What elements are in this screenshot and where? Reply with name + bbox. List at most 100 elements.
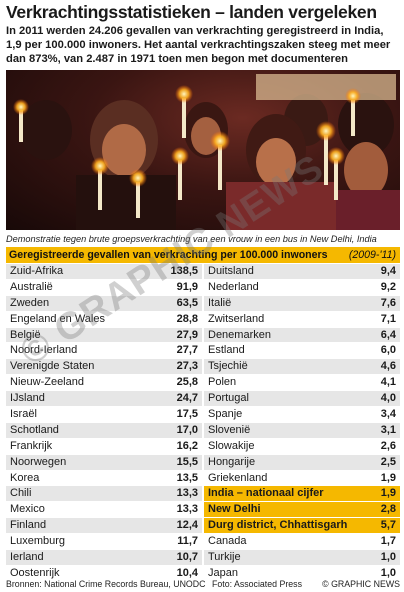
country-name: Mexico (10, 503, 45, 516)
table-row: New Delhi 2,8 (204, 502, 400, 519)
table-row: Schotland 17,0 (6, 422, 202, 439)
country-name: Noorwegen (10, 455, 67, 468)
rate-value: 1,0 (380, 566, 396, 579)
country-name: Polen (208, 376, 237, 389)
country-name: België (10, 328, 41, 341)
rate-value: 2,6 (380, 439, 396, 452)
table-row: Japan 1,0 (204, 566, 400, 582)
country-name: Portugal (208, 392, 249, 405)
table-row: Portugal 4,0 (204, 391, 400, 408)
photo-caption: Demonstratie tegen brute groepsverkracht… (6, 234, 377, 244)
country-name: Frankrijk (10, 439, 53, 452)
rate-value: 7,1 (380, 312, 396, 325)
rate-value: 17,0 (176, 423, 198, 436)
rate-value: 16,2 (176, 439, 198, 452)
rate-value: 2,8 (380, 503, 396, 516)
country-name: Engeland en Wales (10, 312, 105, 325)
rate-value: 2,5 (380, 455, 396, 468)
table-row: Hongarije 2,5 (204, 454, 400, 471)
rate-value: 27,7 (176, 344, 198, 357)
table-row: Slovenië 3,1 (204, 422, 400, 439)
table-row: Zuid-Afrika 138,5 (6, 264, 202, 280)
rate-value: 15,5 (176, 455, 198, 468)
rate-value: 27,3 (176, 360, 198, 373)
rate-value: 3,1 (380, 423, 396, 436)
candle-vigil-illustration (13, 74, 400, 230)
table-row: Noorwegen 15,5 (6, 454, 202, 471)
rate-value: 1,9 (380, 471, 396, 484)
country-name: Oostenrijk (10, 566, 60, 579)
country-name: Luxemburg (10, 535, 66, 548)
country-name: Slovenië (208, 423, 251, 436)
table-row: Frankrijk 16,2 (6, 439, 202, 455)
rate-value: 10,7 (176, 551, 198, 564)
table-row: Spanje 3,4 (204, 407, 400, 423)
country-name: IJsland (10, 392, 45, 405)
rate-value: 9,2 (380, 280, 396, 293)
table-row: Zweden 63,5 (6, 295, 202, 312)
country-name: Canada (208, 535, 247, 548)
table-row: Nieuw-Zeeland 25,8 (6, 375, 202, 392)
rate-value: 11,7 (177, 535, 198, 548)
table-row: Zwitserland 7,1 (204, 312, 400, 328)
rate-value: 28,8 (176, 312, 198, 325)
table-row: Polen 4,1 (204, 375, 400, 392)
country-name: Israël (10, 408, 37, 421)
table-row: Nederland 9,2 (204, 280, 400, 296)
table-row: Denemarken 6,4 (204, 327, 400, 344)
rate-value: 13,3 (176, 487, 198, 500)
table-row: België 27,9 (6, 327, 202, 344)
table-row: Durg district, Chhattisgarh 5,7 (204, 518, 400, 535)
rate-value: 9,4 (380, 265, 396, 277)
country-name: Finland (10, 519, 47, 532)
country-name: Verenigde Staten (10, 360, 95, 373)
table-row: Slowakije 2,6 (204, 439, 400, 455)
rate-value: 6,0 (380, 344, 396, 357)
country-name: Japan (208, 566, 238, 579)
country-name: Chili (10, 487, 32, 500)
rate-value: 17,5 (176, 408, 198, 421)
rate-value: 91,9 (176, 280, 198, 293)
country-name: Noord-Ierland (10, 344, 78, 357)
country-name: Durg district, Chhattisgarh (208, 519, 348, 532)
table-row: Verenigde Staten 27,3 (6, 359, 202, 376)
copyright-credit: © GRAPHIC NEWS (322, 579, 400, 589)
country-name: Ierland (10, 551, 44, 564)
country-name: Slowakije (208, 439, 255, 452)
table-row: Oostenrijk 10,4 (6, 566, 202, 582)
rate-value: 138,5 (170, 265, 198, 277)
country-name: Estland (208, 344, 245, 357)
country-name: Nederland (208, 280, 259, 293)
table-row: Ierland 10,7 (6, 550, 202, 566)
country-name: Spanje (208, 408, 243, 421)
table-row: Korea 13,5 (6, 471, 202, 487)
table-row: Estland 6,0 (204, 343, 400, 360)
rate-value: 13,3 (176, 503, 198, 516)
table-row: Griekenland 1,9 (204, 471, 400, 487)
rate-value: 1,0 (380, 551, 396, 564)
country-name: Nieuw-Zeeland (10, 376, 84, 389)
rate-value: 1,7 (380, 535, 396, 548)
protest-photo (6, 70, 400, 230)
rate-value: 7,6 (380, 296, 396, 309)
country-name: New Delhi (208, 503, 261, 516)
rate-value: 4,6 (380, 360, 396, 373)
table-row: Tsjechië 4,6 (204, 359, 400, 376)
rate-value: 24,7 (176, 392, 198, 405)
table-row: Turkije 1,0 (204, 550, 400, 566)
table-row: Duitsland 9,4 (204, 264, 400, 280)
table-header-label: Geregistreerde gevallen van verkrachting… (9, 249, 328, 261)
table-row: Israël 17,5 (6, 407, 202, 423)
rate-value: 13,5 (176, 471, 198, 484)
table-header: Geregistreerde gevallen van verkrachting… (6, 247, 400, 263)
table-row: Chili 13,3 (6, 486, 202, 503)
country-name: Hongarije (208, 455, 256, 468)
country-name: Denemarken (208, 328, 271, 341)
rate-value: 10,4 (176, 566, 198, 579)
table-row: Engeland en Wales 28,8 (6, 312, 202, 328)
rate-value: 6,4 (380, 328, 396, 341)
rate-value: 27,9 (176, 328, 198, 341)
country-name: India – nationaal cijfer (208, 487, 324, 500)
table-row: Australië 91,9 (6, 280, 202, 296)
country-name: Zwitserland (208, 312, 265, 325)
